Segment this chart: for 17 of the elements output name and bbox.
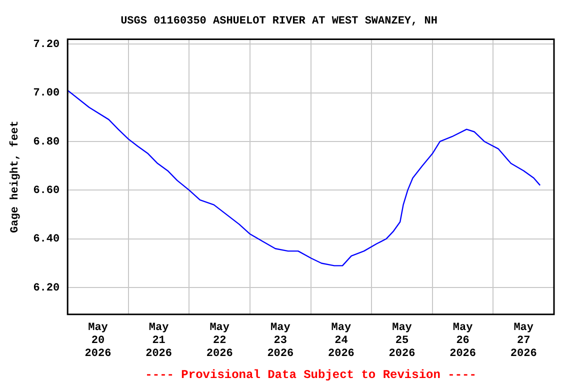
- y-tick-label: 7.20: [33, 38, 60, 51]
- text: ---- Provisional Data Subject to Revision ----: [145, 368, 476, 382]
- y-tick-label: 6.60: [33, 184, 60, 197]
- x-tick-label: May 26 2026: [450, 322, 476, 360]
- x-tick-label: May 21 2026: [146, 322, 172, 360]
- chart-title: USGS 01160350 ASHUELOT RIVER AT WEST SWANZEY, NH: [120, 15, 438, 28]
- y-tick-label: 6.20: [33, 282, 60, 294]
- y-axis-title: Gage height, feet: [8, 120, 22, 233]
- x-tick-label: May 23 2026: [267, 322, 294, 360]
- y-tick-label: 6.40: [33, 234, 60, 246]
- x-tick-label: May 24 2026: [328, 322, 354, 360]
- y-tick-label: 6.80: [33, 136, 60, 148]
- x-tick-label: May 22 2026: [206, 322, 233, 360]
- x-tick-label: May 25 2026: [388, 322, 416, 360]
- x-tick-label: May 20 2026: [84, 322, 112, 360]
- x-tick-label: May 27 2026: [510, 322, 537, 360]
- y-tick-label: 7.00: [33, 88, 60, 100]
